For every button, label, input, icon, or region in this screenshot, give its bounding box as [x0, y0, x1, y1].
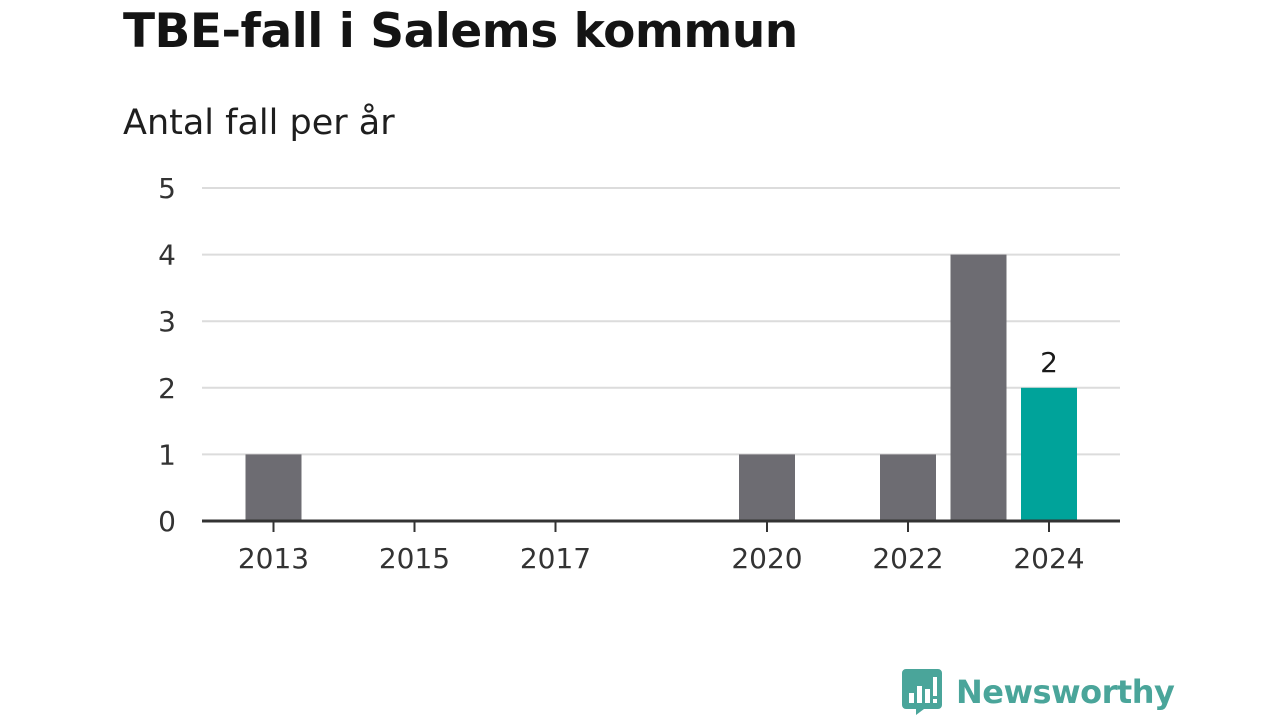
x-tick-label: 2020 [731, 542, 802, 575]
bar-2020 [739, 454, 795, 521]
data-label-2024: 2 [1040, 346, 1058, 379]
y-tick-label: 5 [158, 172, 176, 205]
x-tick-label: 2015 [379, 542, 450, 575]
chart-subtitle: Antal fall per år [123, 103, 395, 143]
bar-2013 [245, 454, 302, 521]
y-tick-label: 1 [158, 438, 176, 471]
x-tick-label: 2022 [872, 542, 943, 575]
y-axis-ticks: 0 1 2 3 4 5 [158, 172, 176, 538]
newsworthy-logo: Newsworthy [902, 669, 1175, 715]
chart-title: TBE-fall i Salems kommun [123, 4, 798, 59]
newsworthy-chart-bubble-icon [902, 669, 942, 715]
y-tick-label: 4 [158, 239, 176, 272]
bar-chart: 0 1 2 3 4 5 2013 2015 2017 2020 2022 2024 2 [158, 172, 1120, 575]
x-tick-label: 2017 [520, 542, 591, 575]
bar-2022 [880, 454, 936, 521]
bar-2024 [1021, 387, 1077, 521]
y-tick-label: 3 [158, 305, 176, 338]
x-tick-label: 2024 [1013, 542, 1084, 575]
data-labels: 2 [1040, 346, 1058, 379]
x-tick-label: 2013 [238, 542, 309, 575]
y-tick-label: 2 [158, 372, 176, 405]
bars [245, 254, 1077, 521]
y-tick-label: 0 [158, 505, 176, 538]
bar-2023 [950, 254, 1007, 521]
brand-name: Newsworthy [956, 673, 1175, 711]
x-axis-ticks: 2013 2015 2017 2020 2022 2024 [238, 521, 1085, 575]
